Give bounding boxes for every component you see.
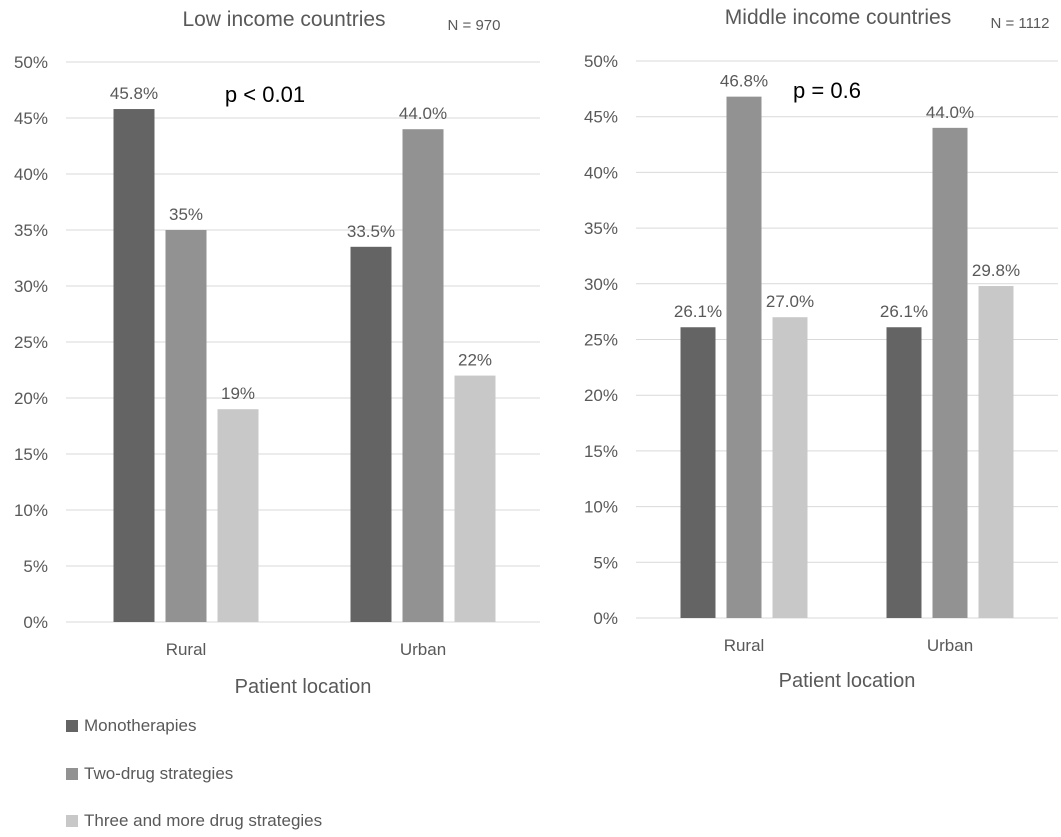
p-value-annotation: p < 0.01 [225, 82, 305, 107]
bar-value-label: 27.0% [766, 292, 814, 311]
bar [886, 327, 922, 618]
x-axis-label: Patient location [235, 676, 372, 698]
legend-item-two-drug: Two-drug strategies [66, 764, 233, 784]
y-tick-label: 30% [584, 275, 618, 294]
bar-value-label: 22% [458, 351, 492, 370]
y-tick-label: 35% [14, 221, 48, 240]
y-tick-label: 25% [14, 333, 48, 352]
legend-swatch-two-drug [66, 768, 78, 780]
p-value-annotation: p = 0.6 [793, 78, 861, 103]
bar [402, 129, 444, 622]
bar [350, 246, 392, 623]
bar-value-label: 46.8% [720, 72, 768, 91]
legend-swatch-monotherapies [66, 720, 78, 732]
legend-label: Monotherapies [84, 716, 197, 735]
bar-value-label: 44.0% [926, 103, 974, 122]
bar-value-label: 44.0% [399, 104, 447, 123]
y-tick-label: 40% [584, 163, 618, 182]
bar [772, 317, 808, 618]
y-tick-label: 0% [23, 613, 48, 632]
legend-label: Three and more drug strategies [84, 811, 323, 830]
y-tick-label: 15% [584, 442, 618, 461]
chart-middle-income: 0% 5% 10% 15% 20% 25% 30% 35% 40% 45% 50% Middle in… [584, 6, 1058, 692]
chart-title: Low income countries [182, 8, 385, 31]
x-tick-label: Rural [724, 636, 765, 655]
y-tick-label: 5% [23, 557, 48, 576]
bar-value-label: 26.1% [880, 302, 928, 321]
y-tick-label: 0% [593, 609, 618, 628]
x-tick-label: Urban [400, 640, 446, 659]
y-tick-label: 50% [584, 52, 618, 71]
y-tick-label: 20% [14, 389, 48, 408]
y-tick-label: 30% [14, 277, 48, 296]
legend-item-monotherapies: Monotherapies [66, 716, 196, 736]
bar-value-label: 35% [169, 205, 203, 224]
y-tick-label: 10% [584, 498, 618, 517]
x-tick-label: Urban [927, 636, 973, 655]
x-axis-label: Patient location [779, 670, 916, 692]
chart-title: Middle income countries [725, 6, 951, 29]
bar [978, 286, 1014, 618]
bar-value-label: 33.5% [347, 222, 395, 241]
y-tick-label: 45% [584, 108, 618, 127]
legend-item-three-drug: Three and more drug strategies [66, 811, 322, 831]
legend-label: Two-drug strategies [84, 764, 234, 783]
x-tick-label: Rural [166, 640, 207, 659]
y-tick-label: 35% [584, 219, 618, 238]
y-tick-label: 20% [584, 386, 618, 405]
bar [113, 109, 155, 623]
bar-value-label: 26.1% [674, 302, 722, 321]
bar-value-label: 45.8% [110, 84, 158, 103]
chart-low-income: 0% 5% 10% 15% 20% 25% 30% 35% 40% 45% 50% Low incom… [14, 8, 540, 698]
bar [932, 127, 968, 618]
bar [680, 327, 716, 618]
y-tick-label: 40% [14, 165, 48, 184]
bar-value-label: 29.8% [972, 261, 1020, 280]
y-tick-label: 25% [584, 331, 618, 350]
y-tick-label: 10% [14, 501, 48, 520]
y-tick-label: 50% [14, 53, 48, 72]
bar [165, 230, 207, 622]
bar [726, 96, 762, 618]
bar-value-label: 19% [221, 384, 255, 403]
bar [217, 409, 259, 622]
y-tick-label: 5% [593, 553, 618, 572]
legend-swatch-three-drug [66, 815, 78, 827]
bar [454, 375, 496, 622]
y-tick-label: 15% [14, 445, 48, 464]
y-tick-label: 45% [14, 109, 48, 128]
sample-size-label: N = 970 [448, 17, 501, 34]
sample-size-label: N = 1112 [990, 15, 1049, 32]
